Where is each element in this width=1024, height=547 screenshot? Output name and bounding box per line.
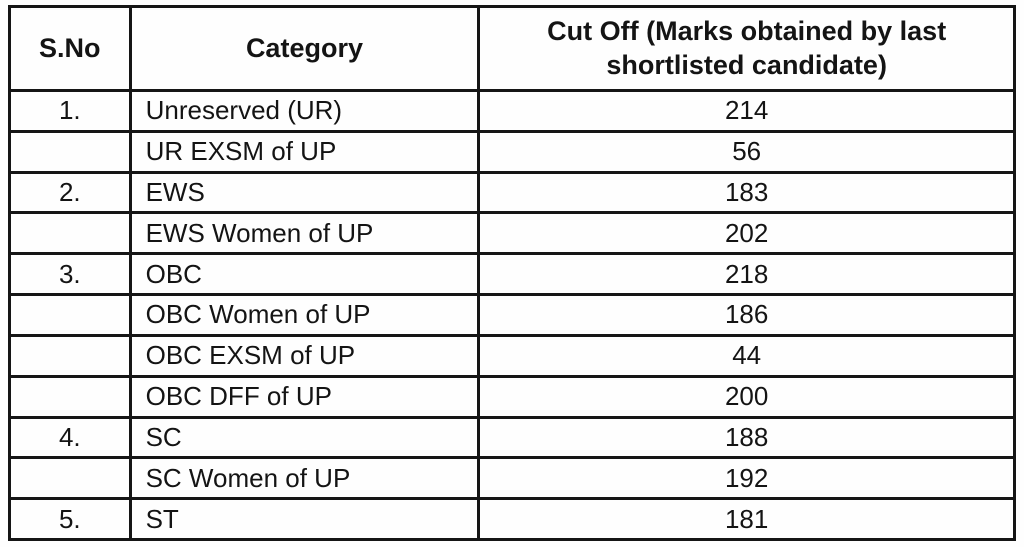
table-row: 1. Unreserved (UR) 214 [8, 89, 1016, 133]
cell-cutoff: 186 [477, 293, 1016, 337]
cell-sno: 5. [8, 497, 132, 541]
cell-category: EWS Women of UP [128, 211, 481, 256]
cell-category: UR EXSM of UP [128, 129, 481, 174]
cell-sno [8, 129, 132, 174]
cell-sno [8, 374, 132, 419]
table-row: 3. OBC 218 [8, 252, 1016, 297]
cell-cutoff: 188 [477, 415, 1016, 460]
cell-cutoff: 192 [477, 456, 1016, 501]
cell-cutoff: 218 [477, 252, 1016, 297]
cell-category: OBC DFF of UP [128, 374, 481, 419]
cell-sno: 4. [8, 415, 132, 460]
cell-sno: 2. [8, 170, 132, 215]
cell-cutoff: 56 [477, 129, 1016, 174]
cell-cutoff: 214 [477, 89, 1016, 133]
table-row: 4. SC 188 [8, 415, 1016, 460]
table-row: 5. ST 181 [8, 497, 1016, 541]
cell-category: OBC Women of UP [128, 293, 481, 337]
table-row: 2. EWS 183 [8, 170, 1016, 215]
table-row: EWS Women of UP 202 [8, 211, 1016, 256]
cell-category: SC Women of UP [128, 456, 481, 501]
cell-sno [8, 211, 132, 256]
col-header-category: Category [128, 5, 481, 92]
cell-category: EWS [128, 170, 481, 215]
col-header-cutoff: Cut Off (Marks obtained by last shortlis… [477, 5, 1016, 92]
table-row: OBC Women of UP 186 [8, 293, 1016, 337]
table-row: OBC DFF of UP 200 [8, 374, 1016, 419]
cell-cutoff: 181 [477, 497, 1016, 541]
cell-category: SC [128, 415, 481, 460]
header-row: S.No Category Cut Off (Marks obtained by… [8, 5, 1016, 92]
cell-sno: 3. [8, 252, 132, 297]
cell-cutoff: 202 [477, 211, 1016, 256]
cell-cutoff: 44 [477, 333, 1016, 378]
cell-sno [8, 333, 132, 378]
table-row: SC Women of UP 192 [8, 456, 1016, 501]
cell-category: Unreserved (UR) [128, 89, 481, 133]
table-header: S.No Category Cut Off (Marks obtained by… [8, 5, 1016, 92]
cell-category: ST [128, 497, 481, 541]
cell-sno: 1. [8, 89, 132, 133]
table-body: 1. Unreserved (UR) 214 UR EXSM of UP 56 … [8, 89, 1016, 541]
table-row: OBC EXSM of UP 44 [8, 333, 1016, 378]
table-row: UR EXSM of UP 56 [8, 129, 1016, 174]
cell-sno [8, 456, 132, 501]
cell-category: OBC [128, 252, 481, 297]
cell-sno [8, 293, 132, 337]
cell-cutoff: 183 [477, 170, 1016, 215]
col-header-sno: S.No [8, 5, 132, 92]
cell-cutoff: 200 [477, 374, 1016, 419]
cutoff-table: S.No Category Cut Off (Marks obtained by… [8, 5, 1016, 541]
cell-category: OBC EXSM of UP [128, 333, 481, 378]
